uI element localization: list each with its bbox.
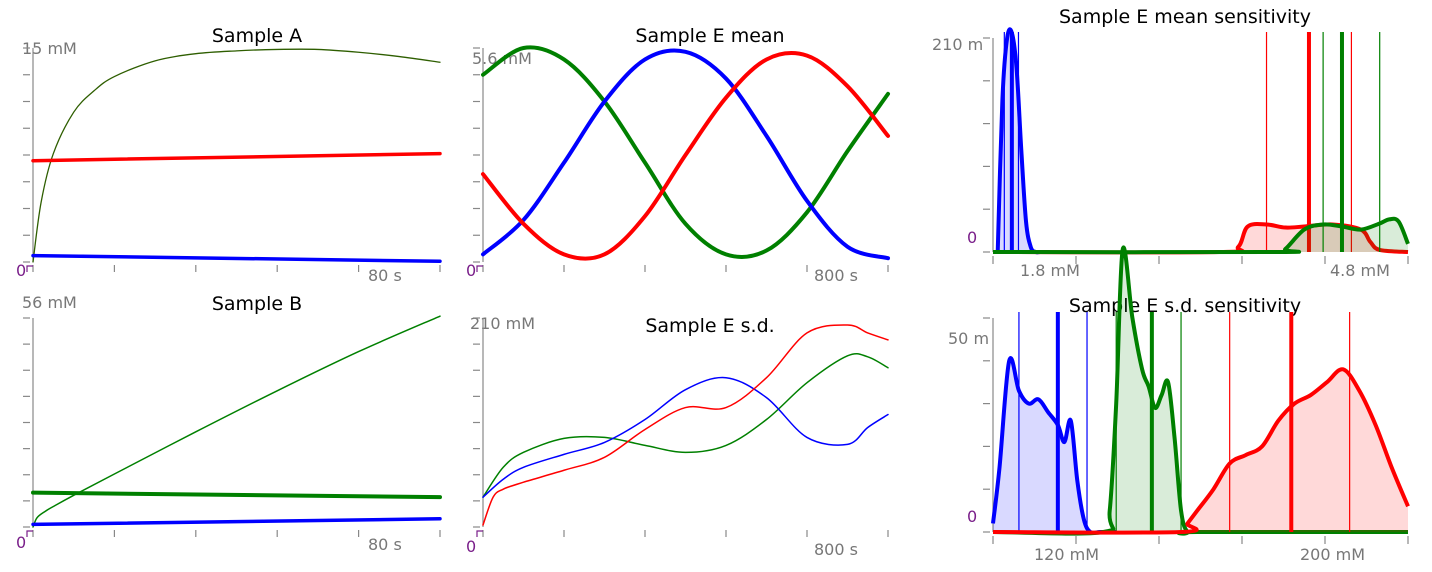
sample-e-mean-origin-mark [476, 265, 483, 272]
y-zero-label-b: 0 [16, 533, 26, 552]
sample-a-series-2-line [31, 253, 442, 264]
sample-e-sd-sensitivity-series-2-area [993, 369, 1408, 533]
sample-e-sd-sensitivity-series-0-line [991, 356, 1117, 535]
y-top-label-e-sd: 210 mM [470, 314, 535, 333]
y-top-label-e-sd-sens: 50 m [948, 329, 989, 348]
x-tick-label-200: 200 mM [1300, 545, 1365, 564]
title-sample-e-mean-sensitivity: Sample E mean sensitivity [1059, 6, 1311, 28]
x-label-a: 80 s [368, 266, 402, 285]
chart-marks [23, 27, 1410, 544]
sample-e-sd-series-1-line [482, 376, 889, 498]
x-label-e-mean: 800 s [814, 266, 858, 285]
sample-b-series-2-line [31, 517, 442, 527]
sample-e-sd-series-0-line [482, 352, 889, 498]
sample-a-series-1-line [31, 151, 442, 163]
y-top-label-b: 56 mM [22, 293, 77, 312]
x-tick-label-120: 120 mM [1034, 545, 1099, 564]
title-sample-e-sd: Sample E s.d. [645, 315, 774, 337]
sample-b-origin-mark [26, 530, 33, 537]
x-tick-label-4-8: 4.8 mM [1330, 261, 1390, 280]
y-zero-label-e-mean-sens: 0 [967, 228, 977, 247]
sample-a-origin-mark [26, 265, 33, 272]
title-sample-a: Sample A [212, 25, 302, 47]
sample-b-series-1-line [31, 490, 442, 500]
sample-e-mean-sensitivity-series-2-line [992, 216, 1410, 255]
y-zero-label-e-mean: 0 [466, 261, 476, 280]
sample-a-series-0-line [32, 48, 441, 263]
sample-e-mean-series-0-line [481, 45, 890, 259]
title-sample-e-mean: Sample E mean [635, 25, 784, 47]
y-top-label-a: 15 mM [22, 39, 77, 58]
sample-e-mean-sensitivity-series-2-area [993, 218, 1408, 253]
title-sample-e-sd-sensitivity: Sample E s.d. sensitivity [1069, 295, 1301, 317]
sample-e-sd-origin-mark [476, 530, 483, 537]
sample-e-mean-series-1-line [481, 48, 890, 261]
y-zero-label-e-sd: 0 [466, 537, 476, 556]
y-zero-label-a: 0 [16, 261, 26, 280]
title-sample-b: Sample B [212, 293, 302, 315]
y-zero-label-e-sd-sens: 0 [967, 507, 977, 526]
sample-b-series-0-line [32, 315, 441, 528]
sample-e-sd-series-2-line [482, 324, 889, 526]
sample-e-mean-series-2-line [481, 51, 890, 261]
y-top-label-e-mean-sens: 210 m [932, 35, 983, 54]
sample-e-sd-sensitivity-series-0-area [993, 358, 1117, 533]
x-tick-label-1-8: 1.8 mM [1020, 261, 1080, 280]
x-label-b: 80 s [368, 535, 402, 554]
x-label-e-sd: 800 s [814, 540, 858, 559]
sample-e-sd-sensitivity-series-2-line [992, 367, 1410, 535]
